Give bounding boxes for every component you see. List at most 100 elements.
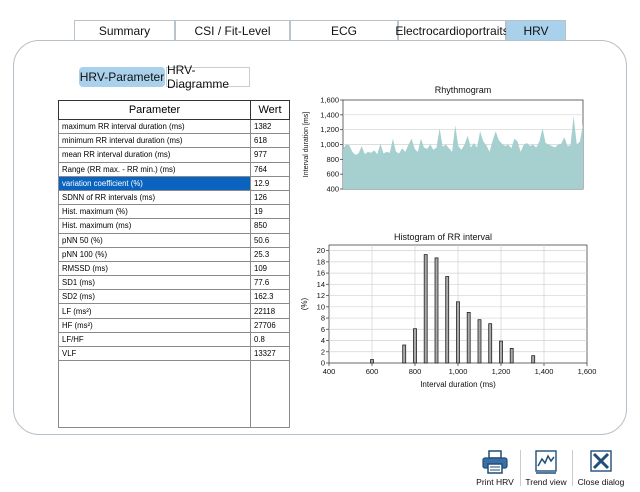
histogram-x-tick-label: 400 — [323, 367, 336, 376]
parameter-name-cell: pNN 50 (%) — [58, 232, 251, 248]
histogram-y-tick-label: 10 — [317, 302, 325, 311]
histogram-y-tick-label: 14 — [317, 280, 325, 289]
histogram-bar — [370, 359, 374, 364]
histogram-bar — [466, 311, 471, 364]
rhythmogram-y-tick-label: 1,200 — [320, 125, 339, 134]
column-header-value[interactable]: Wert — [250, 100, 290, 120]
table-row[interactable]: maximum RR interval duration (ms) 1382 — [58, 118, 290, 135]
histogram-bar — [445, 276, 450, 364]
tab-summary[interactable]: Summary — [74, 20, 175, 40]
toolbar-separator — [520, 450, 521, 486]
histogram-x-tick-label: 1,000 — [449, 367, 468, 376]
parameter-value-cell: 618 — [250, 133, 290, 149]
main-tab-bar: Summary CSI / Fit-Level ECG Electrocardi… — [74, 20, 566, 40]
parameter-value-cell: 27706 — [250, 317, 290, 333]
rhythmogram-series-area — [343, 116, 583, 189]
parameter-name-cell: VLF — [58, 345, 251, 362]
histogram-x-tick-label: 600 — [366, 367, 379, 376]
histogram-bar — [477, 319, 482, 364]
parameter-name-cell: Hist. maximum (ms) — [58, 218, 251, 234]
histogram-x-tick-label: 1,400 — [535, 367, 554, 376]
table-row[interactable]: Hist. maximum (ms) 850 — [58, 218, 290, 234]
trend-view-label: Trend view — [525, 477, 567, 487]
table-row[interactable]: pNN 50 (%) 50.6 — [58, 232, 290, 248]
table-row[interactable]: Range (RR max. - RR min.) (ms) 764 — [58, 161, 290, 177]
histogram-bar — [423, 254, 428, 364]
histogram-y-tick-label: 18 — [317, 257, 325, 266]
histogram-bar — [488, 323, 493, 364]
rhythmogram-y-axis-label: Interval duration [ms] — [303, 112, 310, 177]
parameter-value-cell: 126 — [250, 189, 290, 206]
histogram-bar — [499, 340, 503, 364]
rhythmogram-y-tick-label: 800 — [326, 155, 339, 164]
parameter-value-cell: 50.6 — [250, 232, 290, 248]
table-row[interactable]: SD1 (ms) 77.6 — [58, 275, 290, 291]
trend-view-button[interactable]: Trend view — [522, 447, 570, 487]
table-body: maximum RR interval duration (ms) 1382 min… — [58, 118, 290, 429]
close-dialog-label: Close dialog — [577, 477, 625, 487]
close-icon — [590, 450, 612, 472]
histogram-y-axis-label: (%) — [300, 297, 309, 310]
tab-hrv[interactable]: HRV — [506, 20, 566, 40]
table-header-row: Parameter Wert — [58, 100, 290, 120]
histogram-y-tick-label: 2 — [321, 347, 325, 356]
toolbar-separator — [572, 450, 573, 486]
parameter-value-cell: 1382 — [250, 118, 290, 135]
histogram-title: Histogram of RR interval — [394, 232, 492, 242]
histogram-y-tick-label: 12 — [317, 291, 325, 300]
histogram-bar — [531, 355, 536, 364]
histogram-y-tick-label: 16 — [317, 269, 325, 278]
histogram-bar — [413, 328, 417, 364]
parameter-value-cell: 12.9 — [250, 175, 290, 191]
histogram-x-tick-label: 1,200 — [492, 367, 511, 376]
tab-csi-fit-level[interactable]: CSI / Fit-Level — [175, 20, 290, 40]
hrv-parameter-table: Parameter Wert maximum RR interval durat… — [58, 100, 290, 429]
table-row[interactable]: mean RR interval duration (ms) 977 — [58, 147, 290, 163]
parameter-value-cell: 977 — [250, 147, 290, 163]
filler-cell — [250, 360, 290, 429]
printer-icon — [482, 450, 508, 474]
parameter-name-cell: mean RR interval duration (ms) — [58, 147, 251, 163]
table-row[interactable]: minimum RR interval duration (ms) 618 — [58, 133, 290, 149]
histogram-bar — [456, 301, 460, 364]
histogram-y-tick-label: 4 — [321, 336, 325, 345]
table-row[interactable]: VLF 13327 — [58, 345, 290, 362]
rhythmogram-y-tick-label: 600 — [326, 170, 339, 179]
print-hrv-button[interactable]: Print HRV — [470, 447, 520, 487]
parameter-name-cell: maximum RR interval duration (ms) — [58, 118, 251, 135]
filler-cell — [58, 360, 251, 429]
histogram-y-tick-label: 8 — [321, 314, 325, 323]
histogram-y-tick-label: 20 — [317, 246, 325, 255]
parameter-value-cell: 13327 — [250, 345, 290, 362]
histogram-x-axis-label: Interval duration (ms) — [420, 380, 496, 389]
table-row[interactable]: variation coefficient (%) 12.9 — [58, 175, 290, 191]
parameter-value-cell: 19 — [250, 204, 290, 220]
table-row[interactable]: Hist. maximum (%) 19 — [58, 204, 290, 220]
histogram-bar — [434, 257, 439, 364]
rhythmogram-y-tick-label: 1,400 — [320, 110, 339, 119]
rhythmogram-y-tick-label: 400 — [326, 185, 339, 194]
rhythmogram-y-tick-label: 1,600 — [320, 96, 339, 105]
histogram-bar — [402, 344, 407, 364]
histogram-bar — [509, 347, 514, 364]
close-dialog-button[interactable]: Close dialog — [574, 447, 628, 487]
subtab-hrv-parameter[interactable]: HRV-Parameter — [79, 67, 165, 87]
table-row[interactable]: SDNN of RR intervals (ms) 126 — [58, 189, 290, 206]
histogram-x-tick-label: 800 — [409, 367, 422, 376]
histogram-y-tick-label: 6 — [321, 325, 325, 334]
print-hrv-label: Print HRV — [476, 477, 514, 487]
parameter-value-cell: 764 — [250, 161, 290, 177]
tab-ecg[interactable]: ECG — [290, 20, 398, 40]
subtab-hrv-diagramme[interactable]: HRV-Diagramme — [166, 63, 250, 91]
trend-chart-icon — [535, 450, 557, 474]
histogram-x-tick-label: 1,600 — [578, 367, 597, 376]
rhythmogram-y-tick-label: 1,000 — [320, 140, 339, 149]
table-filler-row — [58, 360, 290, 429]
parameter-name-cell: variation coefficient (%) — [58, 175, 251, 191]
histogram-y-tick-label: 0 — [321, 359, 325, 368]
parameter-value-cell: 850 — [250, 218, 290, 234]
table-row[interactable]: HF (ms²) 27706 — [58, 317, 290, 333]
parameter-name-cell: minimum RR interval duration (ms) — [58, 133, 251, 149]
tab-electrocardioportraits[interactable]: Electrocardioportraits — [395, 20, 509, 40]
